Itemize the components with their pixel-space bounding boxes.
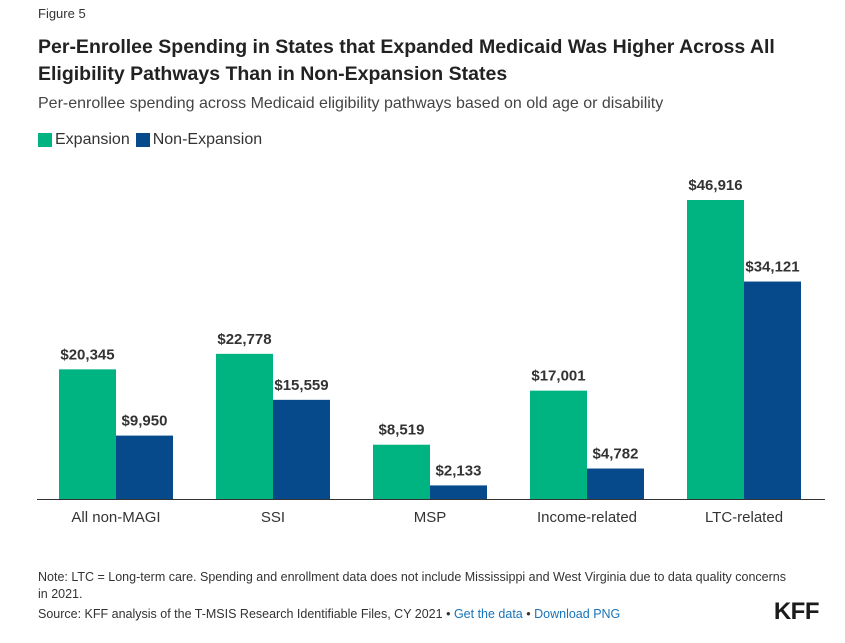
bar-expansion — [687, 200, 744, 499]
source-text: Source: KFF analysis of the T-MSIS Resea… — [38, 607, 443, 621]
legend-swatch-expansion — [38, 133, 52, 147]
bar-expansion — [216, 353, 273, 499]
data-label: $34,121 — [745, 259, 799, 276]
bar-non-expansion — [744, 281, 801, 499]
legend-swatch-non-expansion — [135, 133, 150, 147]
bar-non-expansion — [116, 435, 173, 499]
data-label: $8,519 — [379, 422, 425, 439]
download-png-link[interactable]: Download PNG — [534, 607, 621, 621]
x-tick-label: MSP — [414, 509, 447, 526]
data-label: $46,916 — [688, 177, 742, 194]
data-label: $9,950 — [122, 413, 168, 430]
x-tick-label: All non-MAGI — [71, 509, 160, 526]
footnote: Note: LTC = Long-term care. Spending and… — [38, 570, 786, 601]
data-label: $22,778 — [217, 331, 271, 348]
chart-title: Per-Enrollee Spending in States that Exp… — [38, 36, 775, 85]
separator: • — [526, 607, 531, 621]
data-label: $17,001 — [531, 368, 585, 385]
bar-chart: $20,345 $9,950 All non-MAGI $22,778 $15,559 S… — [37, 177, 825, 526]
get-data-link[interactable]: Get the data — [453, 607, 523, 621]
bar-expansion — [530, 390, 587, 499]
bar-non-expansion — [430, 485, 487, 499]
legend-label-expansion: Expansion — [55, 131, 130, 148]
x-tick-label: LTC-related — [705, 509, 783, 526]
data-label: $20,345 — [60, 346, 114, 363]
bar-expansion — [59, 369, 116, 499]
x-tick-label: SSI — [261, 509, 285, 526]
data-label: $2,133 — [436, 462, 482, 479]
legend-item-expansion: Expansion — [38, 131, 130, 149]
kff-logo: KFF — [773, 598, 820, 625]
legend-item-non-expansion: Non-Expansion — [135, 131, 263, 149]
source-line: Source: KFF analysis of the T-MSIS Resea… — [38, 607, 620, 621]
figure-label: Figure 5 — [38, 6, 86, 21]
legend-label-non-expansion: Non-Expansion — [152, 131, 263, 148]
data-label: $4,782 — [593, 446, 639, 463]
bar-expansion — [373, 444, 430, 499]
separator: • — [446, 607, 451, 621]
bar-non-expansion — [273, 399, 330, 499]
x-tick-label: Income-related — [537, 509, 637, 526]
chart-subtitle: Per-enrollee spending across Medicaid el… — [38, 95, 664, 112]
data-label: $15,559 — [274, 377, 328, 394]
bar-non-expansion — [587, 468, 644, 499]
legend: Expansion Non-Expansion — [38, 131, 268, 149]
